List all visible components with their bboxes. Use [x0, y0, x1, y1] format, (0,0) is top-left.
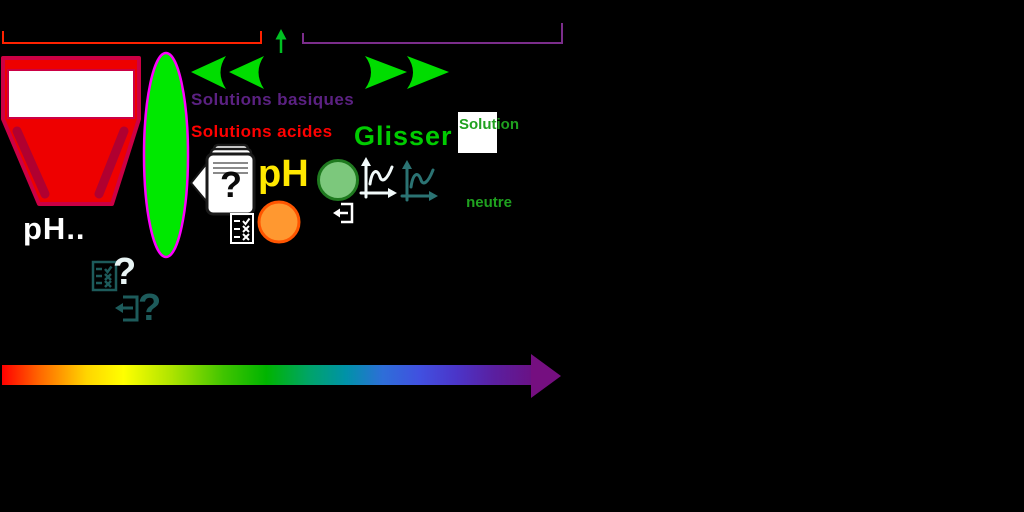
- neutral-solution-label: Solution neutre: [445, 60, 533, 268]
- undo-question-mark: ?: [138, 287, 162, 329]
- chevron-left-icon: [191, 56, 264, 89]
- checklist-icon[interactable]: [230, 213, 254, 244]
- green-token[interactable]: [317, 159, 359, 201]
- question-cards-icon[interactable]: [205, 143, 256, 216]
- neutral-line1: Solution: [459, 116, 519, 133]
- quiz-checklist-icon[interactable]: [91, 260, 118, 292]
- neutral-line2: neutre: [466, 194, 512, 211]
- chevron-right-icon: [365, 56, 449, 89]
- orange-token[interactable]: [257, 200, 301, 244]
- graph-axes-teal-icon[interactable]: [400, 160, 438, 202]
- up-arrow-icon: [275, 29, 287, 53]
- beaker[interactable]: [1, 56, 141, 206]
- ph-rainbow-arrow: [2, 354, 561, 398]
- return-icon[interactable]: [333, 202, 354, 224]
- graph-axes-icon[interactable]: [359, 157, 397, 199]
- beaker-label-area: [7, 69, 135, 119]
- beaker-ph-label: pH..: [23, 211, 86, 246]
- drag-instruction-label: Glisser: [354, 121, 453, 151]
- beaker-shine-right: [94, 126, 129, 199]
- quiz-question-mark: ?: [113, 251, 137, 293]
- indicator-ellipse: [142, 51, 190, 259]
- acid-range-bracket: [2, 31, 262, 44]
- ph-symbol-label: pH: [258, 153, 309, 195]
- basic-range-bracket: [302, 23, 563, 44]
- basic-solutions-label: Solutions basiques: [191, 90, 355, 109]
- drag-square[interactable]: [458, 112, 497, 153]
- card-question-mark: ?: [220, 164, 242, 205]
- beaker-shine-left: [12, 126, 50, 199]
- acid-solutions-label: Solutions acides: [191, 122, 333, 141]
- undo-return-icon[interactable]: [115, 295, 139, 322]
